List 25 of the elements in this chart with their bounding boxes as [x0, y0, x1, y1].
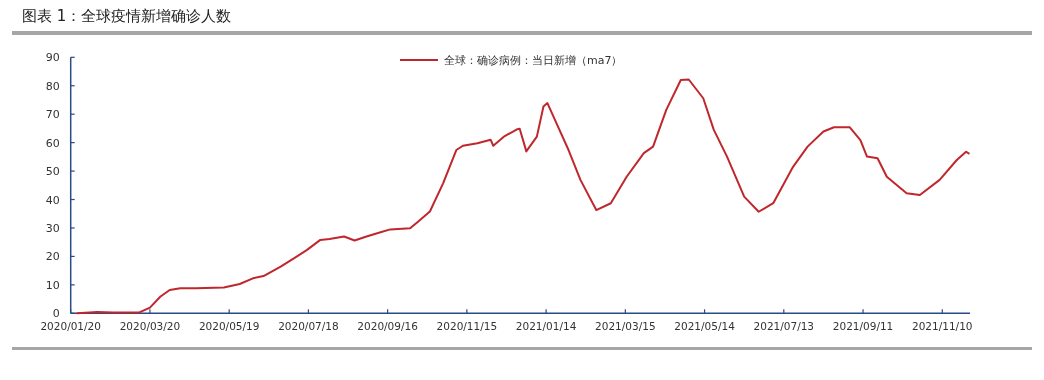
- x-tick-label: 2020/09/16: [357, 320, 419, 333]
- x-tick-label: 2021/07/13: [753, 320, 815, 333]
- x-tick-label: 2020/07/18: [278, 320, 339, 333]
- x-tick-label: 2021/03/15: [595, 320, 656, 333]
- y-tick-label: 70: [45, 108, 60, 122]
- x-tick-label: 2021/11/10: [912, 320, 973, 333]
- legend-label: 全球：确诊病例：当日新增（ma7）: [444, 54, 623, 67]
- y-tick-label: 10: [45, 278, 60, 292]
- x-tick-label: 2020/05/19: [198, 320, 260, 333]
- x-tick-label: 2020/11/15: [436, 320, 498, 333]
- y-tick-label: 90: [45, 51, 60, 65]
- x-tick-label: 2020/03/20: [119, 320, 181, 333]
- x-tick-label: 2020/01/20: [40, 320, 101, 333]
- line-series: [76, 78, 970, 315]
- y-tick-label: 0: [52, 307, 60, 321]
- x-tick-label: 2021/01/14: [515, 320, 577, 333]
- y-tick-label: 40: [45, 193, 60, 207]
- y-tick-label: 60: [45, 136, 60, 150]
- chart-title: 图表 1：全球疫情新增确诊人数: [22, 7, 232, 25]
- x-tick-label: 2021/05/14: [674, 320, 736, 333]
- y-tick-label: 30: [45, 221, 60, 235]
- y-tick-label: 80: [45, 79, 60, 93]
- y-tick-label: 50: [45, 165, 60, 179]
- x-tick-label: 2021/09/11: [832, 320, 894, 333]
- y-tick-label: 20: [45, 250, 60, 264]
